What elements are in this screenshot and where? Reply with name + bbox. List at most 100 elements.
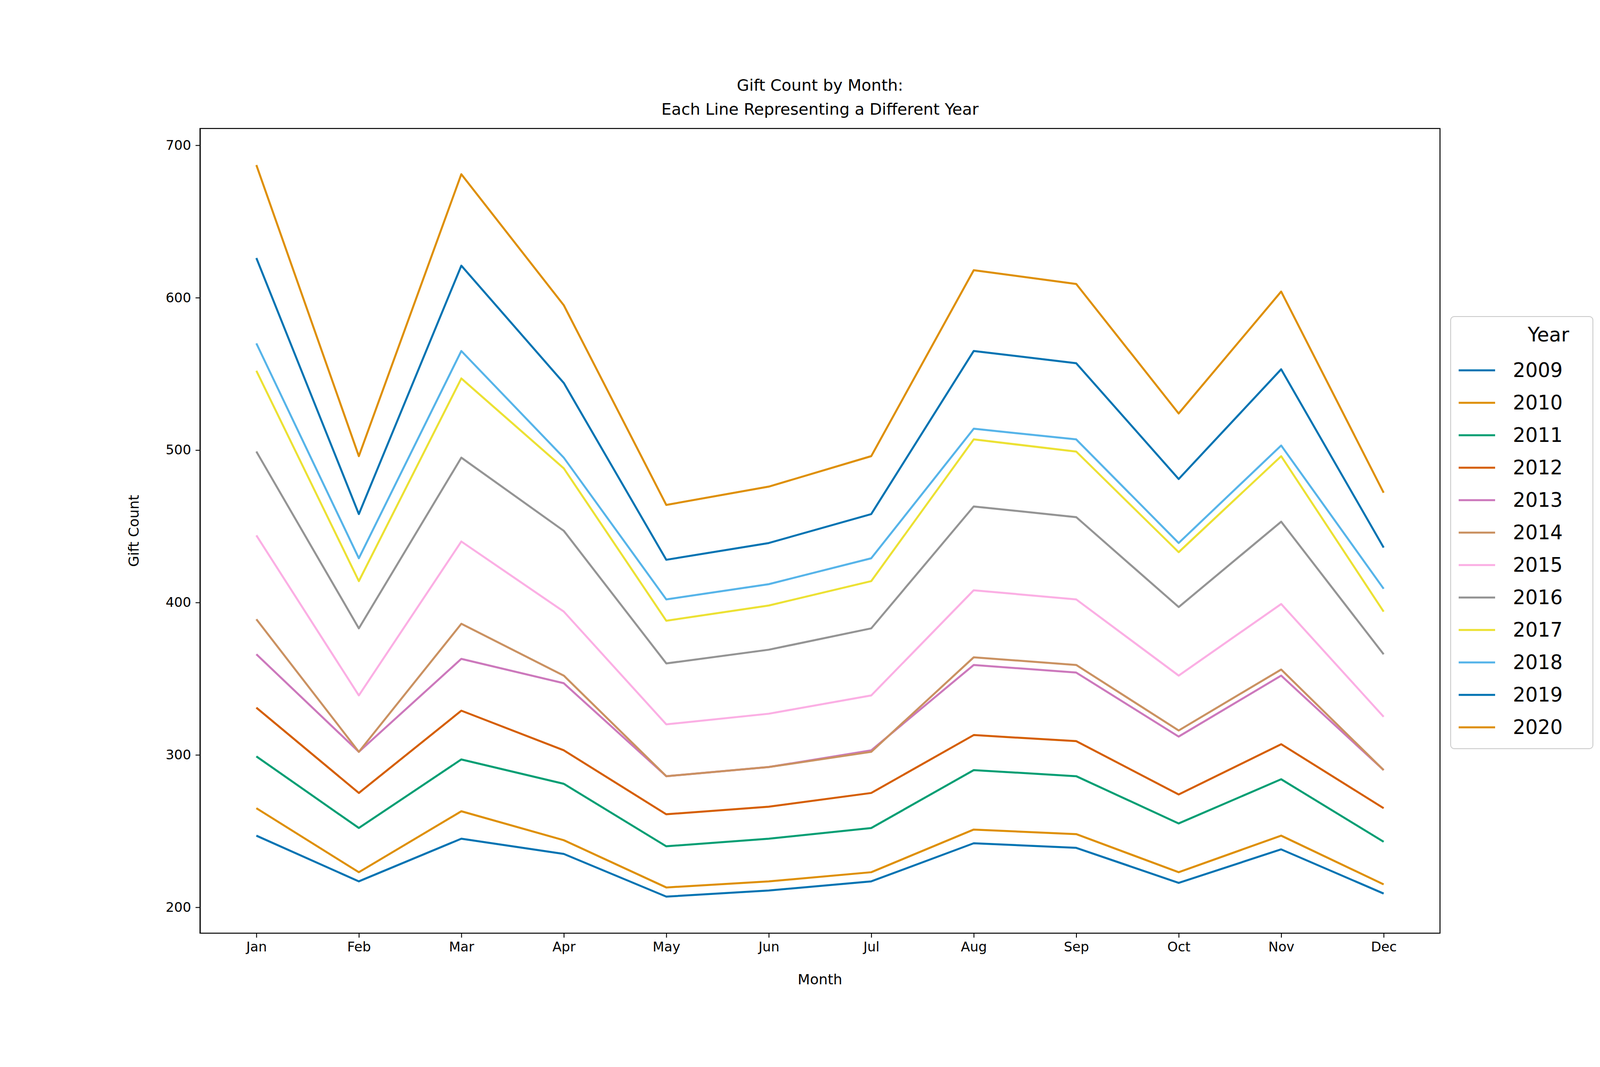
x-tick: Aug xyxy=(960,932,988,955)
y-tick-mark xyxy=(195,297,200,299)
legend-swatch xyxy=(1458,466,1496,469)
x-axis: Jan Feb Mar Apr May Jun Jul Aug Sep Oct Nov Dec xyxy=(200,932,1440,955)
legend-swatch xyxy=(1458,564,1496,567)
x-axis-title: Month xyxy=(797,970,843,988)
legend-label: 2013 xyxy=(1512,488,1563,512)
x-tick-label: Feb xyxy=(347,938,371,955)
series-line xyxy=(256,535,1384,724)
title: Gift Count by Month:Each Line Representi… xyxy=(661,76,979,119)
legend-label: 2009 xyxy=(1512,358,1563,382)
x-tick: Oct xyxy=(1167,932,1191,955)
legend-label: 2011 xyxy=(1512,423,1563,447)
y-axis-line xyxy=(199,128,201,934)
legend-label: 2017 xyxy=(1512,618,1563,641)
y-tick-label: 300 xyxy=(165,746,192,763)
series-line xyxy=(256,164,1384,505)
x-tick-mark xyxy=(1383,932,1385,938)
series-line xyxy=(256,370,1384,621)
y-axis: 200 300 400 500 600 700 xyxy=(165,128,201,934)
legend-swatch xyxy=(1458,531,1496,534)
legend: Year200920102011201220132014201520162017… xyxy=(1450,316,1593,749)
legend-label: 2012 xyxy=(1512,456,1563,479)
x-tick: Jan xyxy=(245,932,267,955)
x-tick-label: Mar xyxy=(448,938,475,955)
x-tick-label: Jun xyxy=(757,938,780,955)
x-tick-label: Nov xyxy=(1268,938,1295,955)
legend-title: Year xyxy=(1527,323,1570,346)
x-tick-mark xyxy=(973,932,975,938)
legend-swatch xyxy=(1458,434,1496,437)
y-tick: 500 xyxy=(165,441,200,458)
x-tick: Nov xyxy=(1268,932,1295,955)
x-axis-line xyxy=(200,932,1440,934)
series-line xyxy=(256,619,1384,776)
legend-swatch xyxy=(1458,401,1496,404)
x-tick-label: Aug xyxy=(960,938,988,955)
y-tick: 700 xyxy=(165,137,200,153)
x-tick-mark xyxy=(563,932,565,938)
lines xyxy=(256,164,1384,896)
x-tick: Jul xyxy=(862,932,880,955)
x-tick: Apr xyxy=(552,932,576,955)
legend-label: 2018 xyxy=(1512,650,1563,674)
legend-label: 2014 xyxy=(1512,520,1563,544)
series-line xyxy=(256,835,1384,897)
y-tick-label: 700 xyxy=(165,137,192,153)
legend-swatch xyxy=(1458,369,1496,372)
legend-swatch xyxy=(1458,499,1496,502)
x-tick: Feb xyxy=(347,932,371,955)
y-tick-mark xyxy=(195,602,200,604)
y-tick-mark xyxy=(195,144,200,146)
x-tick-mark xyxy=(1280,932,1282,938)
chart: 200 300 400 500 600 700 Jan Feb Mar Apr May Jun Jul A… xyxy=(0,0,1600,1067)
legend-label: 2019 xyxy=(1512,683,1563,706)
series-line xyxy=(256,808,1384,888)
y-axis-title: Gift Count xyxy=(125,494,143,567)
x-tick-mark xyxy=(1178,932,1180,938)
legend-swatch xyxy=(1458,628,1496,632)
x-tick: May xyxy=(652,932,681,955)
x-tick-mark xyxy=(256,932,257,938)
y-tick-label: 400 xyxy=(165,594,192,610)
x-tick-label: May xyxy=(652,938,681,955)
x-tick: Dec xyxy=(1371,932,1397,955)
x-tick: Sep xyxy=(1064,932,1090,955)
y-tick: 300 xyxy=(165,746,200,763)
legend-box xyxy=(1450,316,1593,749)
y-tick-mark xyxy=(195,754,200,756)
x-tick-mark xyxy=(460,932,462,938)
x-tick: Mar xyxy=(448,932,475,955)
legend-label: 2010 xyxy=(1512,391,1563,414)
x-tick-label: Dec xyxy=(1371,938,1397,955)
x-tick-mark xyxy=(871,932,872,938)
x-tick-label: Jul xyxy=(862,938,880,955)
legend-label: 2016 xyxy=(1512,585,1563,609)
series-line xyxy=(256,654,1384,776)
y-tick: 400 xyxy=(165,594,200,610)
y-tick: 600 xyxy=(165,289,200,306)
y-tick-mark xyxy=(195,906,200,908)
series-line xyxy=(256,451,1384,664)
series-line xyxy=(256,707,1384,815)
y-tick-label: 600 xyxy=(165,289,192,306)
x-tick: Jun xyxy=(757,932,780,955)
y-tick-mark xyxy=(195,449,200,451)
legend-swatch xyxy=(1458,596,1496,599)
legend-swatch xyxy=(1458,726,1496,729)
y-tick-label: 500 xyxy=(165,441,192,458)
legend-swatch xyxy=(1458,693,1496,696)
x-tick-mark xyxy=(666,932,668,938)
x-tick-mark xyxy=(1076,932,1077,938)
x-tick-label: Apr xyxy=(552,938,576,955)
plot-frame xyxy=(200,128,1440,933)
y-tick: 200 xyxy=(165,899,200,915)
legend-label: 2020 xyxy=(1512,715,1563,739)
x-tick-label: Oct xyxy=(1167,938,1191,955)
y-tick-label: 200 xyxy=(165,899,192,915)
series-line xyxy=(256,257,1384,560)
x-tick-label: Jan xyxy=(245,938,267,955)
x-tick-mark xyxy=(358,932,360,938)
legend-swatch xyxy=(1458,661,1496,664)
x-tick-mark xyxy=(768,932,770,938)
series-line xyxy=(256,756,1384,846)
